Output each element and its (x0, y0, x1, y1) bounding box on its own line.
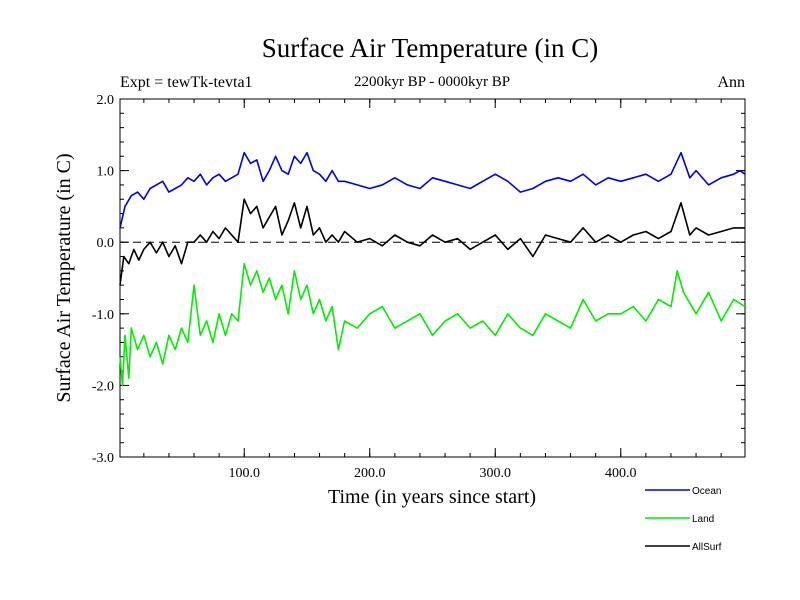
x-axis-label: Time (in years since start) (328, 486, 536, 508)
series-layer (119, 151, 746, 387)
y-tick-label: -3.0 (92, 451, 114, 466)
legend-label-allsurf: AllSurf (692, 542, 722, 553)
series-line-allsurf (119, 198, 745, 286)
plot-frame (119, 98, 746, 458)
chart-subtitle: 2200kyr BP - 0000kyr BP (354, 74, 510, 90)
legend: Ocean Land AllSurf (645, 486, 722, 553)
series-line-land (119, 262, 746, 387)
series-line-ocean (119, 151, 746, 229)
chart-title: Surface Air Temperature (in C) (262, 33, 599, 63)
legend-label-ocean: Ocean (692, 486, 721, 497)
x-tick-label: 300.0 (480, 466, 512, 481)
x-tick-label: 200.0 (354, 466, 386, 481)
period-label: Ann (717, 74, 745, 91)
y-tick-label: 2.0 (97, 93, 115, 108)
legend-label-land: Land (692, 514, 714, 525)
y-tick-label: -2.0 (92, 379, 114, 394)
tick-labels: -3.0 -2.0 -1.0 0.0 1.0 2.0 100.0 200.0 300.0 400.… (92, 93, 637, 481)
x-tick-label: 400.0 (605, 466, 637, 481)
x-tick-label: 100.0 (228, 466, 260, 481)
axis-ticks (120, 98, 745, 458)
experiment-label: Expt = tewTk-tevta1 (120, 74, 253, 91)
y-tick-label: 1.0 (97, 165, 115, 180)
y-axis-label: Surface Air Temperature (in C) (53, 153, 75, 402)
y-tick-label: -1.0 (92, 308, 114, 323)
y-tick-label: 0.0 (97, 236, 115, 251)
